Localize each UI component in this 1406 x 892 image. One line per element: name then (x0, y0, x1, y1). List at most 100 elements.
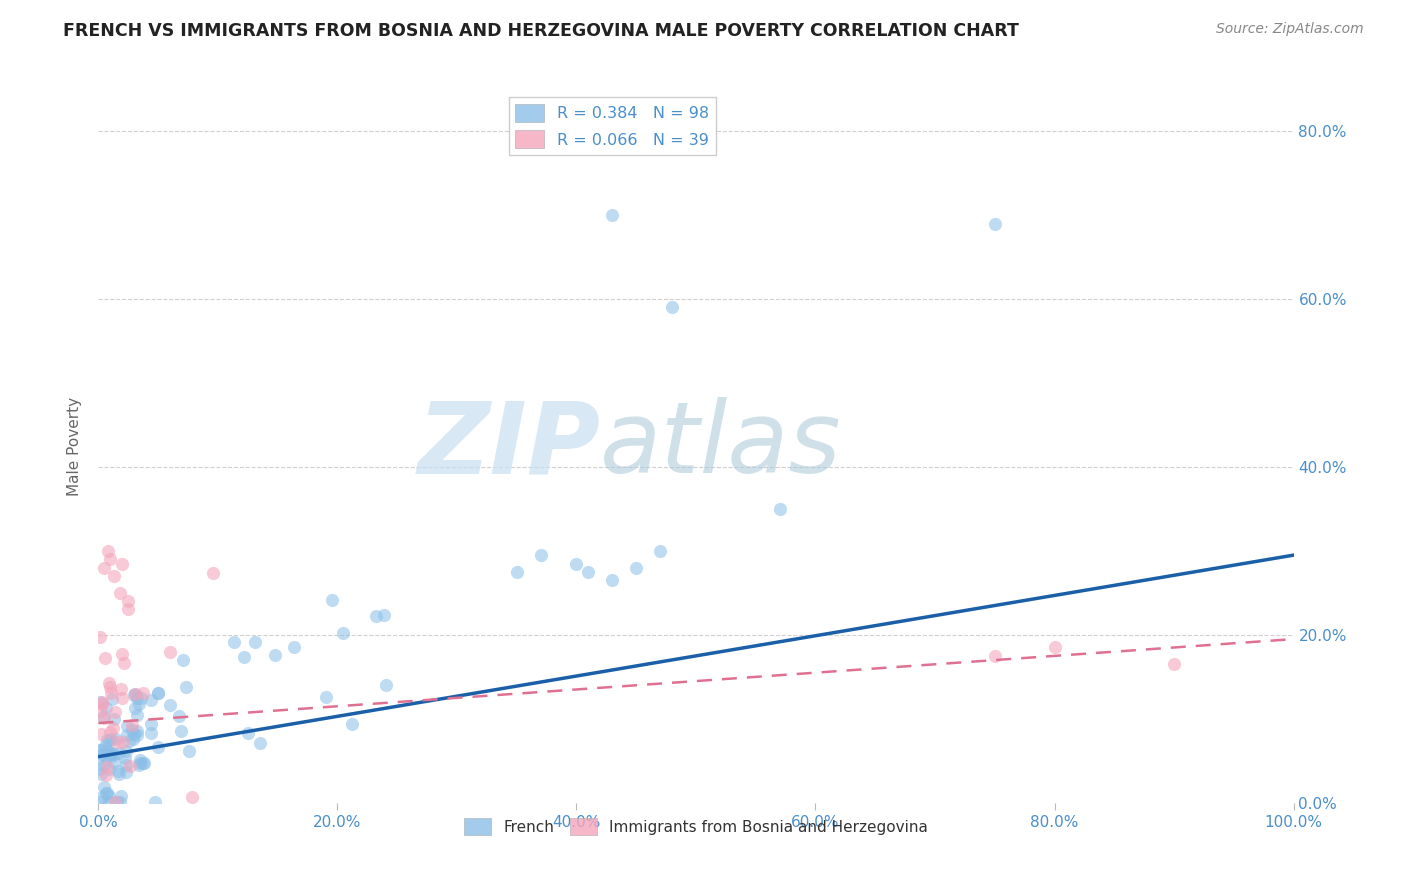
Point (96, 786, 118, 800)
Point (132, 756, 155, 770)
Point (121, 723, 143, 737)
Point (100, 731, 122, 746)
Point (364, 609, 387, 624)
Point (103, 747, 125, 762)
Point (129, 753, 152, 767)
Point (105, 795, 128, 809)
Point (565, 557, 588, 571)
Point (98, 725, 121, 739)
Point (111, 557, 134, 571)
Point (602, 574, 624, 588)
Point (128, 697, 150, 711)
Point (124, 700, 146, 714)
Text: Source: ZipAtlas.com: Source: ZipAtlas.com (1216, 22, 1364, 37)
Point (104, 705, 127, 719)
Point (238, 726, 260, 740)
Point (159, 644, 181, 658)
Point (159, 698, 181, 713)
Point (132, 686, 155, 700)
Point (127, 728, 149, 742)
Point (127, 708, 149, 723)
Point (97, 789, 120, 804)
Point (141, 725, 163, 739)
Point (373, 608, 395, 623)
Point (91, 790, 114, 805)
Point (146, 739, 169, 754)
Point (89, 695, 111, 709)
Point (104, 732, 127, 747)
Point (661, 301, 683, 315)
Point (315, 690, 337, 704)
Point (332, 626, 354, 640)
Point (1163, 657, 1185, 672)
Point (94, 739, 117, 753)
Point (602, 208, 624, 222)
Point (107, 746, 129, 760)
Point (107, 766, 129, 780)
Point (89, 631, 111, 645)
Point (89, 795, 111, 809)
Point (101, 692, 124, 706)
Point (118, 734, 141, 748)
Y-axis label: Male Poverty: Male Poverty (67, 396, 83, 496)
Point (115, 764, 138, 779)
Point (321, 593, 343, 607)
Point (96, 760, 118, 774)
Point (124, 687, 146, 701)
Point (177, 744, 200, 758)
Text: atlas: atlas (600, 398, 842, 494)
Point (103, 713, 125, 727)
Point (103, 795, 125, 809)
Point (578, 565, 600, 579)
Point (148, 686, 170, 700)
Point (249, 736, 271, 750)
Point (93, 651, 115, 665)
Point (120, 759, 142, 773)
Point (96, 733, 118, 747)
Point (768, 502, 790, 516)
Point (201, 566, 224, 581)
Point (127, 691, 149, 706)
Point (530, 548, 553, 562)
Point (93, 560, 115, 574)
Point (97, 544, 120, 558)
Point (89, 742, 111, 756)
Point (117, 594, 139, 608)
Point (626, 560, 648, 574)
Point (167, 709, 190, 723)
Point (103, 569, 125, 583)
Point (94, 750, 117, 764)
Point (98, 795, 121, 809)
Point (93, 757, 115, 772)
Point (94, 700, 117, 714)
Point (174, 680, 197, 694)
Point (180, 790, 202, 805)
Point (114, 750, 136, 764)
Point (98, 763, 121, 777)
Point (110, 682, 132, 697)
Point (170, 723, 193, 738)
Point (115, 728, 138, 742)
Point (139, 692, 162, 706)
Point (110, 789, 132, 804)
Point (148, 685, 170, 699)
Point (122, 731, 145, 746)
Point (98, 675, 121, 690)
Point (129, 690, 152, 705)
Point (97, 744, 120, 758)
Point (1043, 640, 1066, 655)
Point (103, 755, 125, 769)
Point (93, 780, 115, 794)
Point (374, 678, 396, 692)
Point (110, 691, 132, 706)
Point (90, 767, 112, 781)
Point (263, 648, 285, 662)
Text: ZIP: ZIP (418, 398, 600, 494)
Point (91, 710, 114, 724)
Point (112, 735, 135, 749)
Legend: French, Immigrants from Bosnia and Herzegovina: French, Immigrants from Bosnia and Herze… (457, 812, 935, 841)
Point (90, 743, 112, 757)
Point (98, 745, 121, 759)
Point (122, 688, 145, 702)
Point (98, 733, 121, 747)
